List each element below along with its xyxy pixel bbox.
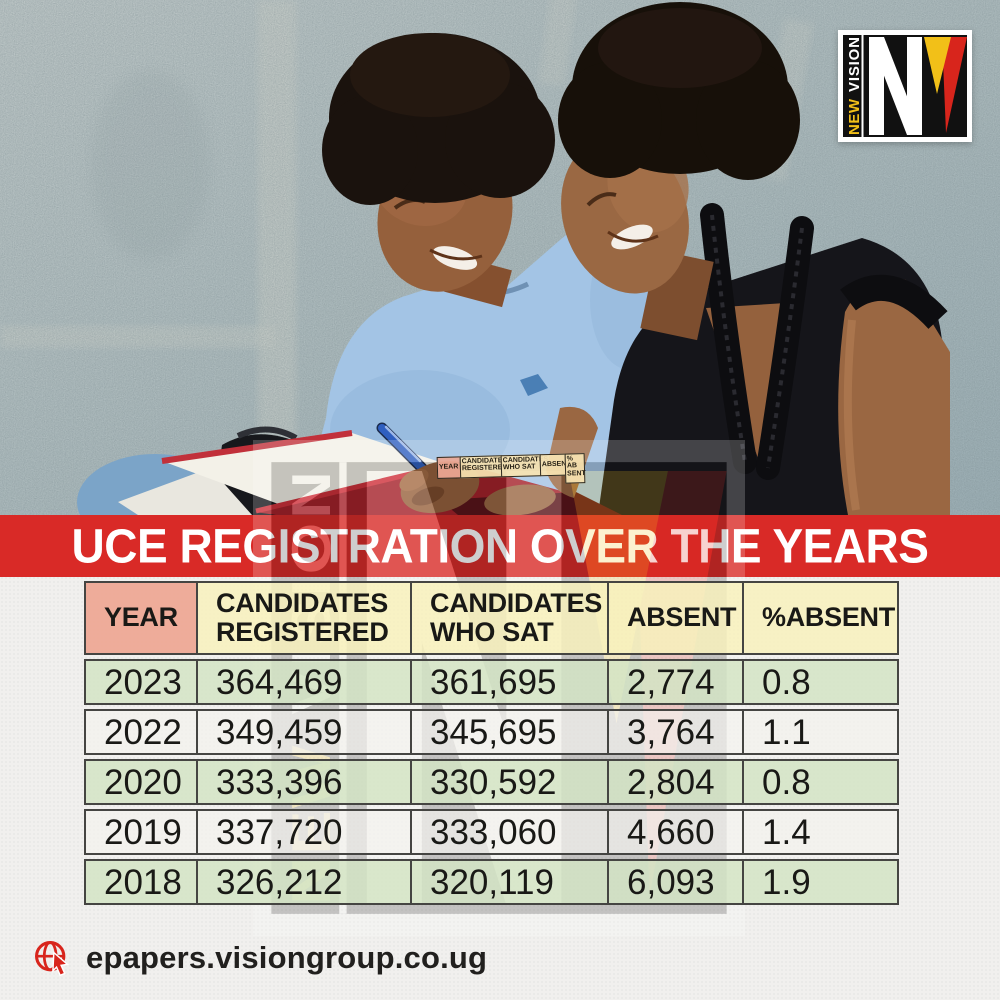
cell-year: 2018 xyxy=(84,859,198,905)
cell-sat: 345,695 xyxy=(410,709,609,755)
col-header-pct-absent: %ABSENT xyxy=(742,581,899,655)
cell-absent: 2,774 xyxy=(607,659,744,705)
footer-link[interactable]: epapers.visiongroup.co.ug xyxy=(86,940,488,975)
col-header-year: YEAR xyxy=(84,581,198,655)
cell-registered: 337,720 xyxy=(196,809,412,855)
cell-pct-absent: 1.1 xyxy=(742,709,899,755)
cell-absent: 4,660 xyxy=(607,809,744,855)
table-row-2020: 2020 333,396 330,592 2,804 0.8 xyxy=(84,759,905,805)
cell-sat: 320,119 xyxy=(410,859,609,905)
cell-registered: 333,396 xyxy=(196,759,412,805)
cell-pct-absent: 0.8 xyxy=(742,659,899,705)
cell-sat: 330,592 xyxy=(410,759,609,805)
title-banner: UCE REGISTRATION OVER THE YEARS xyxy=(0,515,1000,577)
cell-registered: 349,459 xyxy=(196,709,412,755)
cell-absent: 6,093 xyxy=(607,859,744,905)
page-title: UCE REGISTRATION OVER THE YEARS xyxy=(71,518,929,574)
cell-registered: 326,212 xyxy=(196,859,412,905)
cell-sat: 333,060 xyxy=(410,809,609,855)
mini-table-overlay: YEAR CANDIDATES REGISTERED CANDIDATES WH… xyxy=(436,453,588,487)
photo-students xyxy=(0,0,1000,515)
col-header-absent: ABSENT xyxy=(607,581,744,655)
cell-absent: 2,804 xyxy=(607,759,744,805)
cell-year: 2023 xyxy=(84,659,198,705)
table-row-2022: 2022 349,459 345,695 3,764 1.1 xyxy=(84,709,905,755)
cell-year: 2019 xyxy=(84,809,198,855)
table-row-2023: 2023 364,469 361,695 2,774 0.8 xyxy=(84,659,905,705)
cell-year: 2020 xyxy=(84,759,198,805)
cell-pct-absent: 1.9 xyxy=(742,859,899,905)
uce-registration-table: YEAR CANDIDATES REGISTERED CANDIDATES WH… xyxy=(84,581,905,905)
cell-registered: 364,469 xyxy=(196,659,412,705)
mini-header-absent: ABSENT xyxy=(539,453,571,477)
table-row-2019: 2019 337,720 333,060 4,660 1.4 xyxy=(84,809,905,855)
footer: epapers.visiongroup.co.ug xyxy=(0,928,1000,988)
mini-header-pct-absent: % AB SENT xyxy=(564,453,586,484)
table-header-row: YEAR CANDIDATES REGISTERED CANDIDATES WH… xyxy=(84,581,905,655)
cell-pct-absent: 0.8 xyxy=(742,759,899,805)
cell-pct-absent: 1.4 xyxy=(742,809,899,855)
globe-icon xyxy=(35,941,70,977)
table-row-2018: 2018 326,212 320,119 6,093 1.9 xyxy=(84,859,905,905)
mini-header-year: YEAR xyxy=(436,456,462,479)
cell-absent: 3,764 xyxy=(607,709,744,755)
newvision-logo xyxy=(838,30,972,142)
cell-year: 2022 xyxy=(84,709,198,755)
cell-sat: 361,695 xyxy=(410,659,609,705)
col-header-registered: CANDIDATES REGISTERED xyxy=(196,581,412,655)
student-boy xyxy=(300,33,700,515)
col-header-sat: CANDIDATES WHO SAT xyxy=(410,581,609,655)
mini-header-registered: CANDIDATES REGISTERED xyxy=(459,455,508,479)
mini-header-sat: CANDIDATES WHO SAT xyxy=(500,454,548,478)
